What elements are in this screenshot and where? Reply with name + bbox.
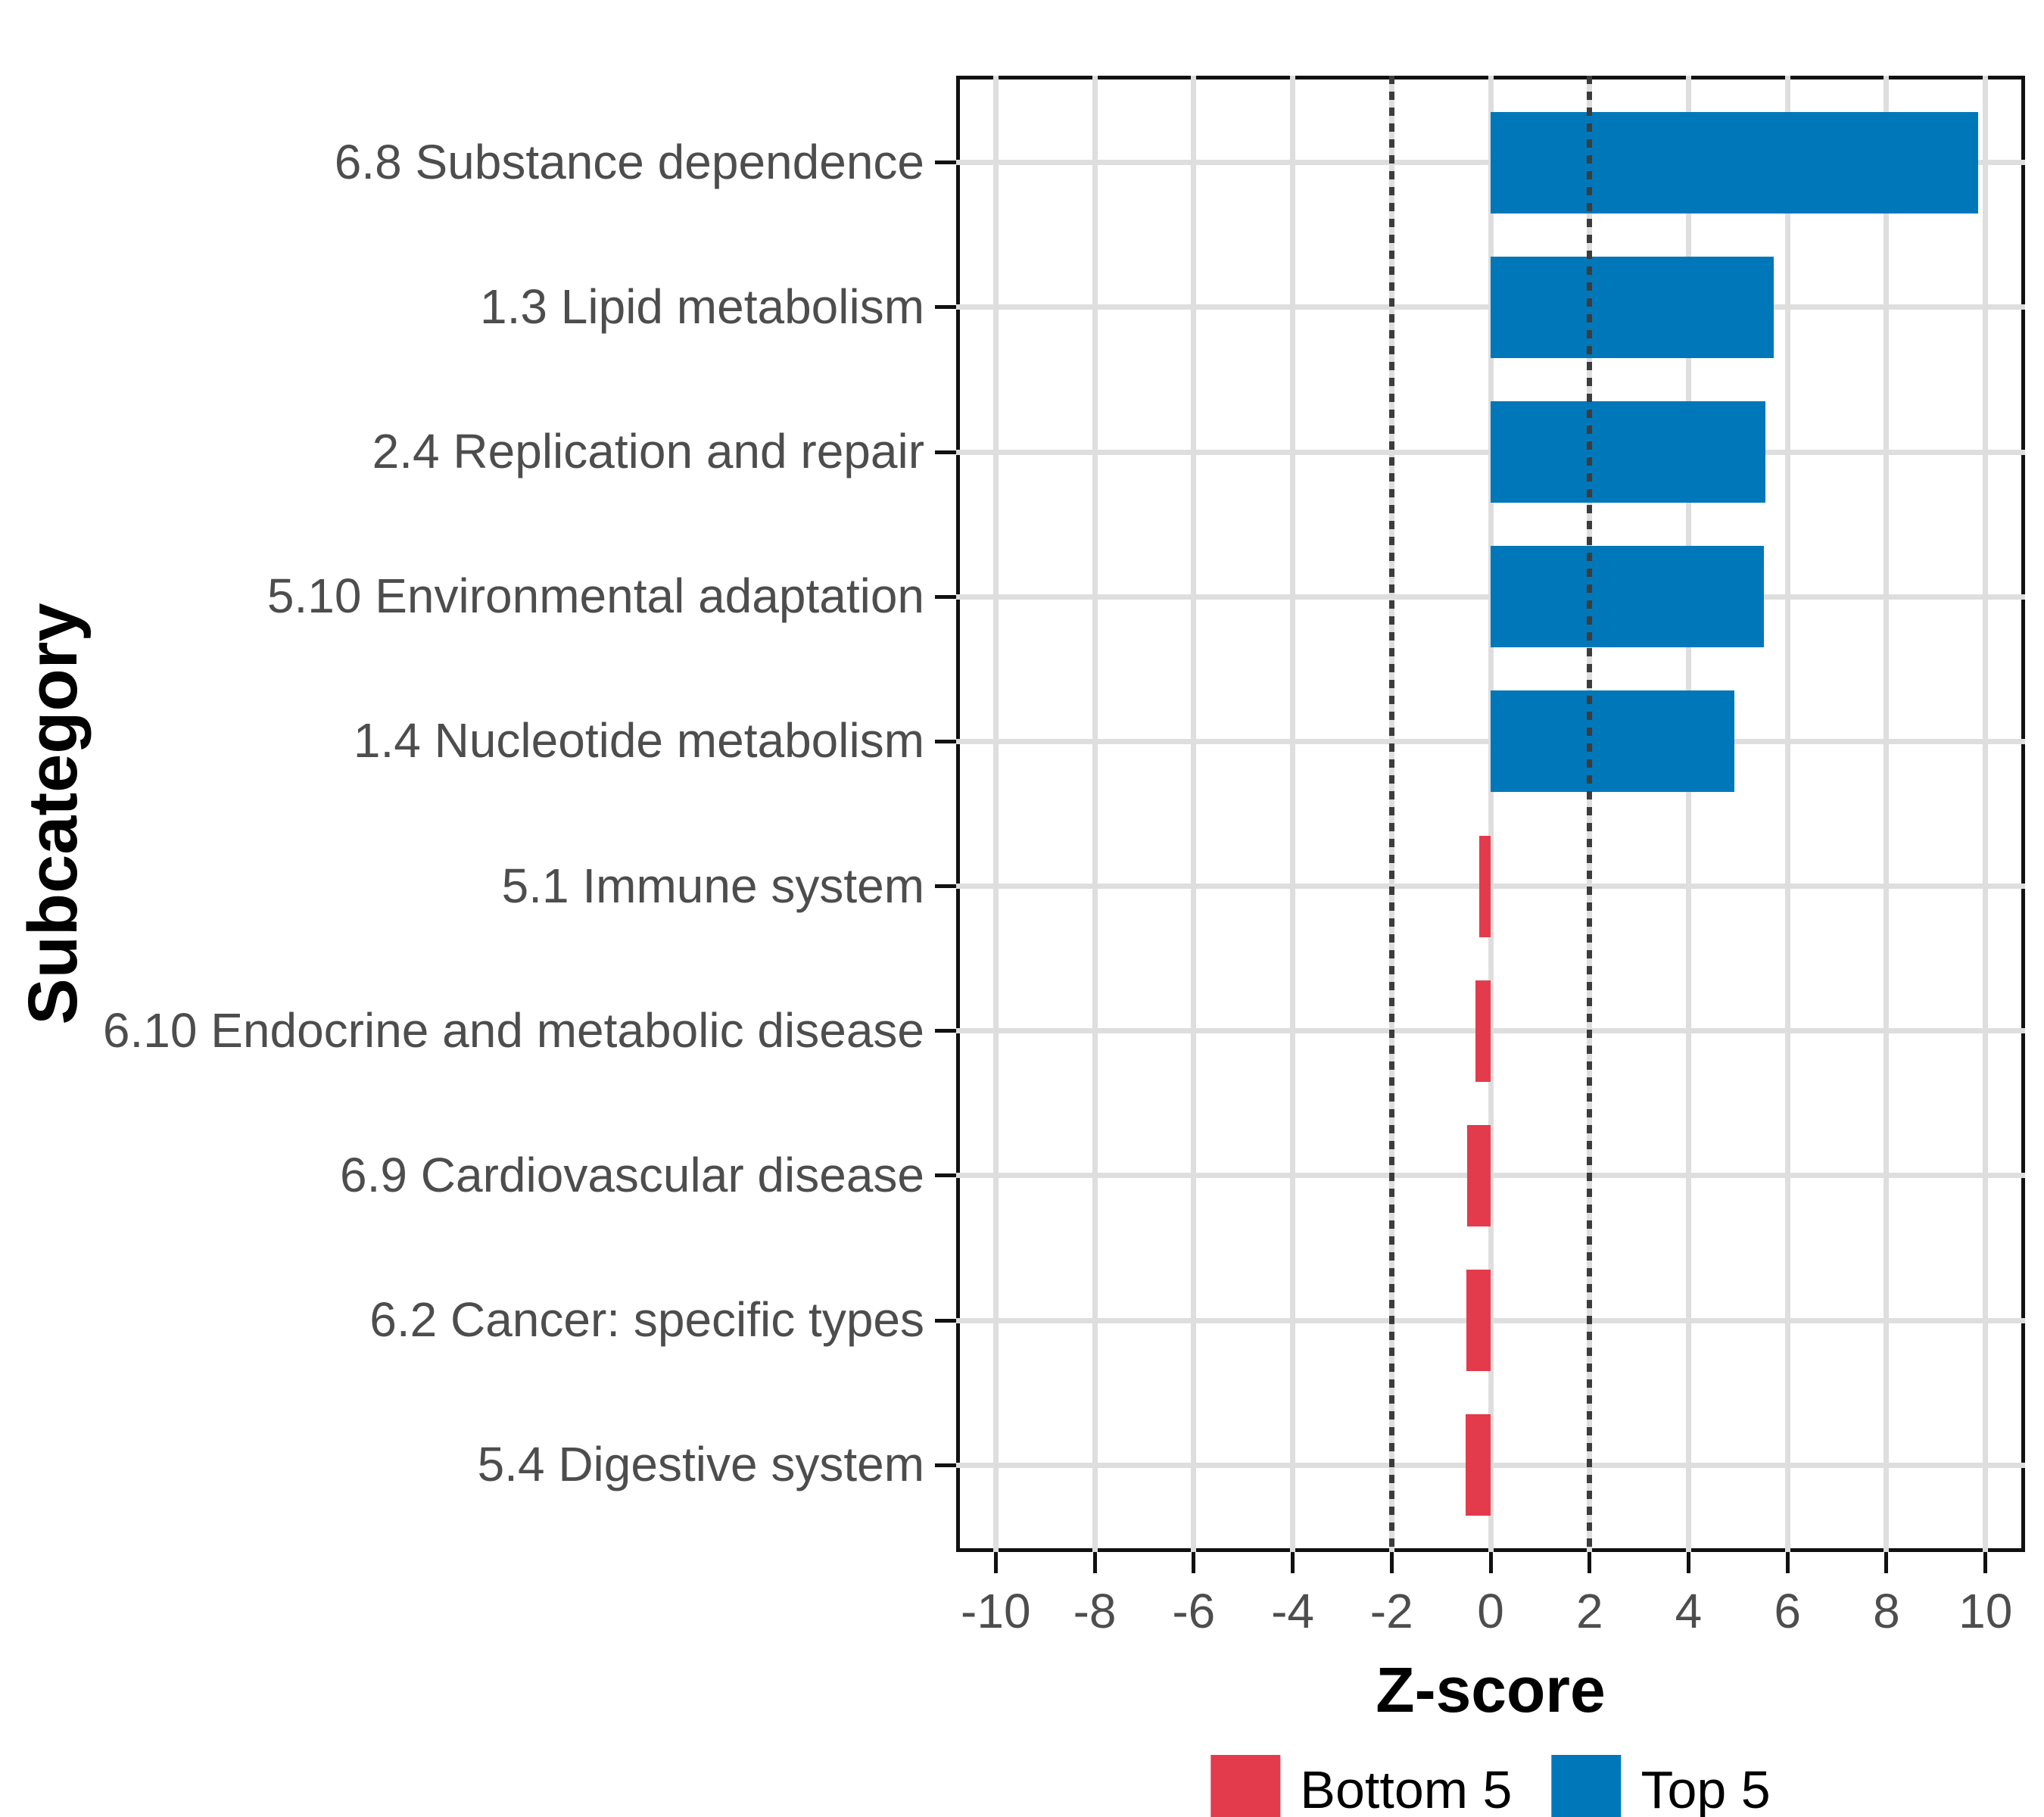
y-axis-tick xyxy=(935,1318,956,1323)
x-axis-tick xyxy=(1785,1552,1790,1573)
x-axis-tick xyxy=(1192,1552,1196,1573)
x-tick-label: -10 xyxy=(961,1584,1031,1638)
reference-line-dashed xyxy=(1388,76,1394,1552)
x-tick-label: -2 xyxy=(1369,1584,1413,1638)
y-axis-tick xyxy=(935,1029,956,1033)
x-axis-tick xyxy=(993,1552,998,1573)
legend-label: Top 5 xyxy=(1640,1760,1771,1817)
y-category-label: 1.4 Nucleotide metabolism xyxy=(353,713,924,768)
x-tick-label: 8 xyxy=(1873,1584,1900,1638)
gridline-horizontal xyxy=(956,1173,2025,1179)
y-axis-tick xyxy=(935,739,956,743)
x-tick-label: -8 xyxy=(1073,1584,1117,1638)
gridline-vertical xyxy=(992,76,999,1552)
gridline-horizontal xyxy=(956,1462,2025,1468)
x-tick-label: 4 xyxy=(1675,1584,1703,1638)
x-axis-title: Z-score xyxy=(1376,1654,1606,1725)
gridline-horizontal xyxy=(956,1028,2025,1034)
legend: Bottom 5 Top 5 xyxy=(1211,1755,1771,1817)
y-axis-tick xyxy=(935,305,956,310)
y-axis-tick xyxy=(935,1173,956,1178)
gridline-vertical xyxy=(1983,76,1989,1552)
bar-top5 xyxy=(1491,401,1766,503)
gridline-vertical xyxy=(1488,76,1494,1552)
x-tick-label: -6 xyxy=(1172,1584,1216,1638)
y-axis-title: Subcategory xyxy=(14,603,92,1025)
bar-bottom5 xyxy=(1465,1414,1491,1516)
y-category-label: 6.8 Substance dependence xyxy=(334,134,924,189)
y-axis-tick xyxy=(935,884,956,889)
bar-top5 xyxy=(1491,111,1978,213)
y-axis-tick xyxy=(935,450,956,454)
gridline-horizontal xyxy=(956,884,2025,890)
y-category-label: 1.3 Lipid metabolism xyxy=(480,279,924,335)
y-category-label: 5.1 Immune system xyxy=(501,858,924,913)
legend-item: Bottom 5 xyxy=(1211,1755,1512,1817)
x-axis-tick xyxy=(1588,1552,1592,1573)
x-axis-tick xyxy=(1983,1552,1988,1573)
y-axis-tick xyxy=(935,1463,956,1467)
x-axis-tick xyxy=(1488,1552,1493,1573)
bar-top5 xyxy=(1491,546,1765,648)
x-axis-tick xyxy=(1686,1552,1690,1573)
gridline-vertical xyxy=(1290,76,1296,1552)
bar-bottom5 xyxy=(1475,980,1491,1082)
y-category-label: 6.2 Cancer: specific types xyxy=(369,1292,924,1348)
x-tick-label: 10 xyxy=(1958,1584,2013,1638)
x-tick-label: -4 xyxy=(1271,1584,1314,1638)
bar-bottom5 xyxy=(1466,1124,1491,1226)
x-axis-tick xyxy=(1092,1552,1097,1573)
reference-line-dashed xyxy=(1587,76,1593,1552)
x-tick-label: 0 xyxy=(1477,1584,1504,1638)
gridline-vertical xyxy=(1685,76,1691,1552)
y-category-label: 2.4 Replication and repair xyxy=(372,424,924,479)
x-axis-tick xyxy=(1389,1552,1394,1573)
y-category-label: 5.10 Environmental adaptation xyxy=(266,569,924,624)
x-tick-label: 2 xyxy=(1575,1584,1603,1638)
bar-bottom5 xyxy=(1466,1270,1491,1372)
legend-swatch xyxy=(1551,1755,1622,1817)
bar-top5 xyxy=(1491,690,1734,793)
gridline-vertical xyxy=(1884,76,1890,1552)
x-tick-label: 6 xyxy=(1774,1584,1802,1638)
bar-bottom5 xyxy=(1478,835,1491,937)
bar-top5 xyxy=(1491,256,1774,358)
gridline-vertical xyxy=(1191,76,1197,1552)
gridline-vertical xyxy=(1092,76,1098,1552)
legend-item: Top 5 xyxy=(1551,1755,1771,1817)
y-category-label: 6.10 Endocrine and metabolic disease xyxy=(102,1002,924,1058)
legend-label: Bottom 5 xyxy=(1300,1760,1513,1817)
y-axis-tick xyxy=(935,594,956,599)
x-axis-tick xyxy=(1884,1552,1889,1573)
y-category-label: 6.9 Cardiovascular disease xyxy=(340,1148,924,1203)
y-category-label: 5.4 Digestive system xyxy=(477,1437,924,1492)
gridline-vertical xyxy=(1784,76,1790,1552)
gridline-horizontal xyxy=(956,1317,2025,1323)
x-axis-tick xyxy=(1291,1552,1295,1573)
y-axis-tick xyxy=(935,161,956,165)
legend-swatch xyxy=(1211,1755,1281,1817)
